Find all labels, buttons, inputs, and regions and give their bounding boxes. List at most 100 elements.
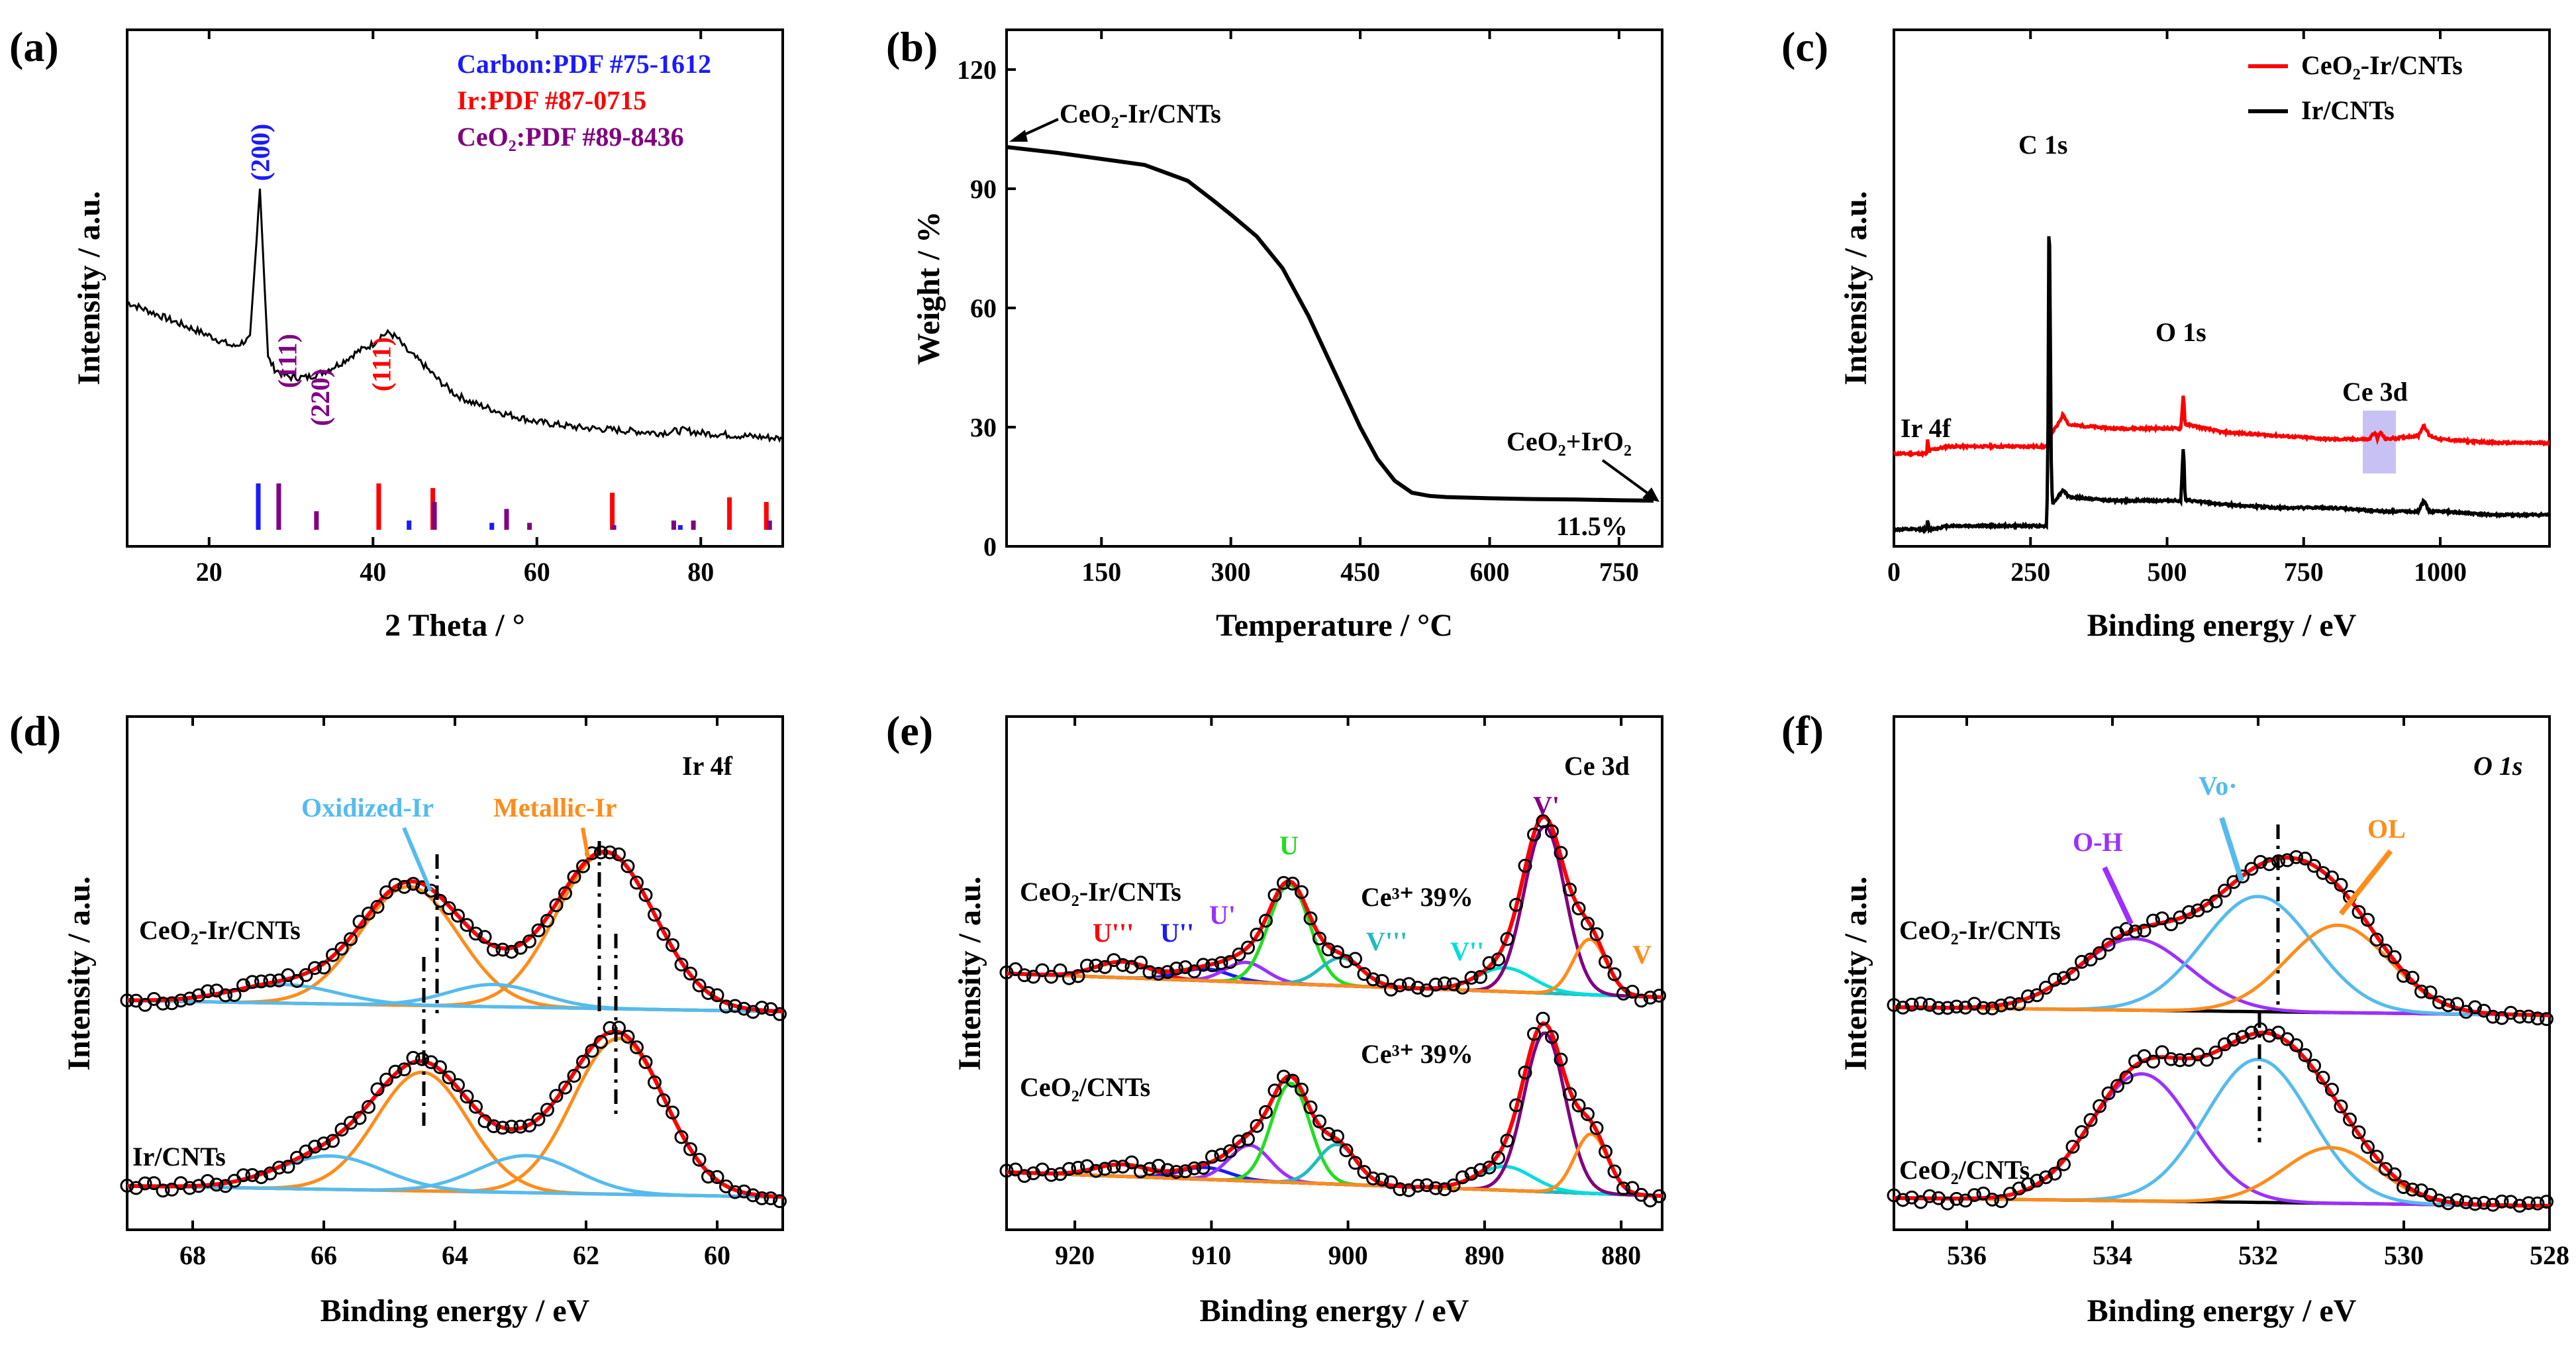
x-ticks-c: 0 250 500 750 1000 [1887, 30, 2467, 587]
peak-label-ir4f: Ir 4f [1901, 413, 1952, 443]
y-axis-label-c: Intensity / a.u. [1838, 191, 1873, 385]
data-point [2432, 1193, 2446, 1208]
data-point [451, 909, 465, 923]
data-point [1545, 1030, 1559, 1044]
data-point [1554, 846, 1568, 860]
data-point [630, 1040, 644, 1054]
data-point [612, 1021, 626, 1035]
data-point [308, 1140, 322, 1154]
data-point [1940, 1001, 1955, 1015]
data-point [469, 926, 483, 941]
survey-line-0 [1893, 395, 2550, 458]
x-tick-label: 1000 [2414, 557, 2467, 587]
data-point [1402, 977, 1416, 991]
arrow-oxidized [402, 826, 432, 892]
data-point [477, 930, 492, 944]
data-point [1044, 1168, 1058, 1182]
data-point [692, 978, 707, 993]
corner-label-f: O 1s [2473, 751, 2522, 781]
xrd-pattern-line [126, 188, 782, 443]
data-point [2155, 1045, 2169, 1060]
data-point [156, 1183, 170, 1198]
data-point [594, 1034, 608, 1049]
data-point [1958, 1001, 1973, 1015]
ratio-label-e1: Ce³⁺ 39% [1361, 882, 1473, 912]
component-peak [1006, 937, 1663, 999]
sample-label-d2: Ir/CNTs [132, 1142, 226, 1171]
annotation-residue: CeO₂+IrO₂ [1507, 426, 1632, 456]
o1s-spectra-f [1887, 817, 2553, 1213]
data-point [1643, 990, 1658, 1005]
data-point [173, 993, 188, 1008]
data-point [737, 1001, 751, 1016]
data-point [2450, 1193, 2464, 1207]
data-point [183, 1181, 197, 1195]
data-point [603, 845, 617, 860]
data-point [2540, 1012, 2553, 1026]
data-point [460, 918, 474, 932]
y-tick-label: 0 [983, 532, 997, 562]
data-point [773, 1194, 787, 1209]
data-point [1295, 885, 1309, 899]
y-axis-label-e: Intensity / a.u. [952, 876, 987, 1070]
data-point [701, 986, 715, 1000]
data-point [746, 1188, 760, 1203]
data-point [1950, 999, 1963, 1014]
x-axis-label-b: Temperature / °C [1216, 608, 1453, 643]
data-point [1536, 814, 1550, 828]
x-ticks-f: 536 534 532 530 528 [1947, 717, 2569, 1270]
data-point [1142, 965, 1157, 979]
data-point [1896, 1001, 1910, 1015]
data-point [764, 1191, 778, 1205]
data-point [201, 984, 215, 999]
data-point [442, 1070, 456, 1085]
data-point [1285, 1073, 1300, 1088]
data-point [2504, 1195, 2518, 1209]
data-point [138, 1176, 152, 1191]
data-point [1625, 1181, 1640, 1195]
x-tick-label: 500 [2148, 557, 2187, 587]
data-point [388, 877, 403, 892]
data-point [281, 1160, 295, 1174]
data-point [1026, 1166, 1040, 1181]
data-point [2021, 1177, 2035, 1191]
data-point [2405, 1182, 2420, 1197]
data-point [165, 996, 179, 1011]
data-point [2405, 970, 2420, 985]
data-point [1303, 911, 1318, 926]
data-point [728, 999, 742, 1013]
data-point [1366, 1171, 1380, 1185]
data-point [1098, 1162, 1112, 1176]
data-point [1411, 981, 1425, 995]
data-point [2307, 859, 2321, 873]
data-point [1152, 967, 1165, 981]
corner-label-e: Ce 3d [1564, 751, 1630, 781]
panel-a: (a) 20 40 60 80 2 Theta / ° Intensity / a.u… [9, 23, 784, 643]
panel-label-b: (b) [886, 23, 938, 70]
data-point [2065, 1140, 2080, 1154]
data-point [505, 1119, 519, 1134]
data-point [460, 1089, 474, 1104]
data-point [2110, 1079, 2124, 1093]
data-point [2003, 996, 2017, 1011]
data-point [710, 988, 724, 1003]
data-point [683, 966, 697, 981]
data-point [1071, 1160, 1085, 1175]
data-point [1509, 897, 1523, 912]
data-point [433, 893, 447, 908]
data-point [755, 1191, 769, 1205]
data-point [1232, 1134, 1246, 1149]
data-point [1896, 1193, 1910, 1207]
data-point [1393, 1182, 1407, 1197]
data-point [2083, 952, 2098, 967]
x-tick-label: 62 [573, 1240, 599, 1270]
sample-label-e1: CeO₂-Ir/CNTs [1020, 877, 1181, 907]
data-point [1223, 955, 1237, 970]
data-point [1922, 1189, 1937, 1203]
data-point [2298, 852, 2312, 866]
data-point [326, 1134, 340, 1148]
data-point [656, 926, 671, 941]
x-tick-label: 40 [360, 557, 386, 587]
data-point [558, 886, 572, 901]
data-point [183, 991, 197, 1006]
